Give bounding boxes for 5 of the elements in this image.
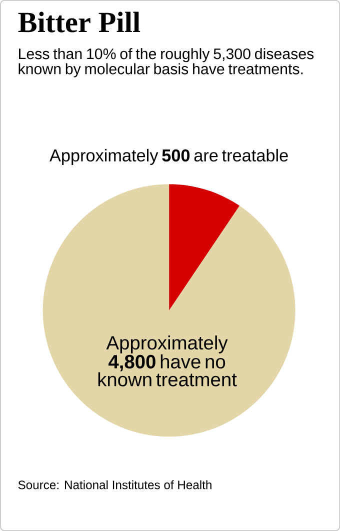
slice-label: Approximately 500 are treatable [49,148,288,165]
source-note: Source: National Institutes of Health [18,480,212,490]
chart-subtitle: Less than 10% of the roughly 5,300 diseases known by molecular basis have treatments. [18,48,314,78]
chart-title: Bitter Pill [18,12,140,32]
slice-label: Approximately 4,800 have no known treatment [98,335,237,386]
